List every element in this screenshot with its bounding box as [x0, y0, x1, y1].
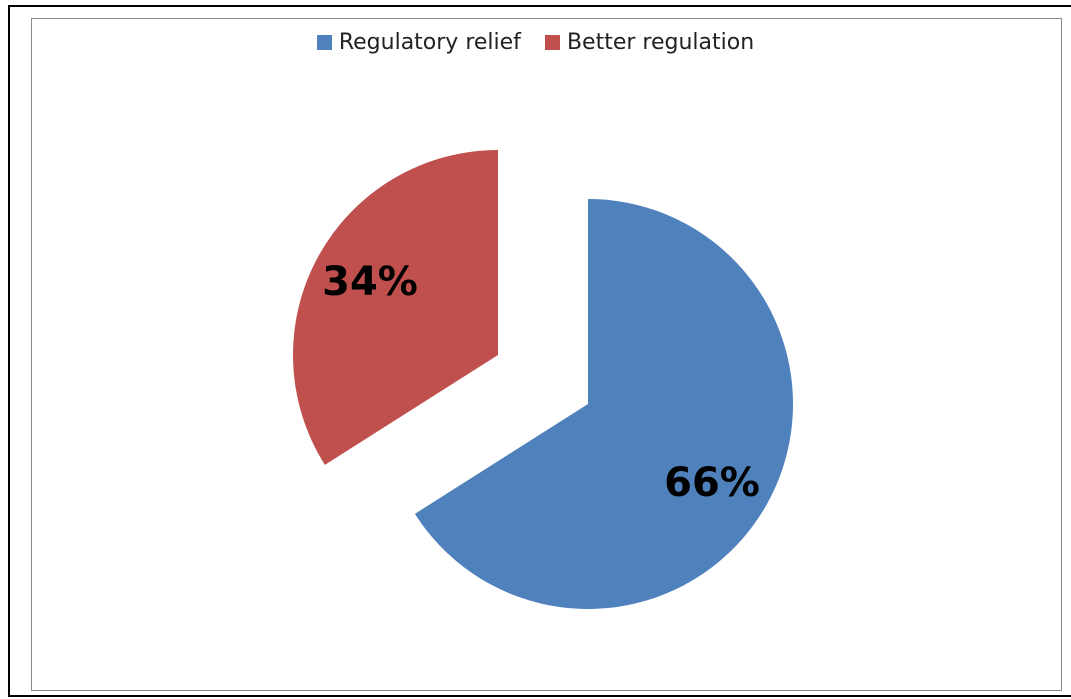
legend-item-regulatory-relief: Regulatory relief [316, 30, 521, 55]
legend-swatch-better-regulation [544, 35, 560, 50]
pie-slice-regulatory-relief [414, 199, 794, 609]
legend-swatch-regulatory-relief [316, 35, 332, 50]
pie-slice-better-regulation [293, 150, 498, 465]
data-label-regulatory-relief: 66% [664, 460, 760, 506]
outer-frame [8, 5, 1071, 697]
legend-label-regulatory-relief: Regulatory relief [338, 30, 521, 55]
legend: Regulatory relief Better regulation [0, 30, 1071, 55]
legend-label-better-regulation: Better regulation [566, 30, 755, 55]
legend-item-better-regulation: Better regulation [544, 30, 755, 55]
chart-area [31, 18, 1062, 691]
data-label-better-regulation: 34% [322, 259, 418, 305]
